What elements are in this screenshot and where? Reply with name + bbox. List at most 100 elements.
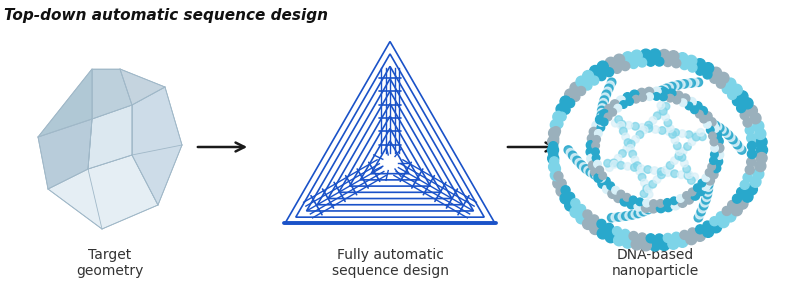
Circle shape [631, 156, 639, 164]
Circle shape [554, 119, 563, 128]
Circle shape [702, 196, 710, 204]
Circle shape [662, 103, 670, 110]
Circle shape [566, 192, 574, 201]
Circle shape [649, 203, 657, 212]
Circle shape [746, 105, 758, 116]
Circle shape [685, 195, 694, 204]
Circle shape [654, 234, 664, 243]
Circle shape [561, 186, 570, 195]
Circle shape [658, 127, 666, 134]
Circle shape [663, 233, 672, 242]
Circle shape [711, 121, 719, 130]
Circle shape [604, 159, 611, 167]
Circle shape [600, 118, 608, 126]
Circle shape [701, 199, 709, 207]
Circle shape [658, 107, 666, 115]
Circle shape [613, 64, 622, 73]
Circle shape [682, 192, 690, 199]
Circle shape [742, 191, 753, 202]
Text: Target
geometry: Target geometry [76, 248, 144, 278]
Circle shape [598, 61, 608, 72]
Circle shape [641, 179, 648, 187]
Circle shape [643, 199, 650, 207]
Circle shape [622, 212, 630, 220]
Circle shape [664, 119, 672, 127]
Circle shape [582, 71, 594, 81]
Circle shape [595, 173, 603, 181]
Circle shape [594, 160, 602, 168]
Circle shape [697, 129, 704, 136]
Circle shape [679, 99, 687, 106]
Circle shape [750, 113, 761, 124]
Circle shape [688, 63, 697, 72]
Circle shape [598, 179, 607, 188]
Circle shape [614, 104, 622, 112]
Circle shape [629, 60, 638, 68]
Circle shape [657, 200, 664, 207]
Circle shape [625, 122, 633, 129]
Circle shape [598, 101, 607, 110]
Circle shape [674, 142, 681, 150]
Circle shape [630, 196, 637, 204]
Circle shape [554, 172, 563, 181]
Circle shape [710, 217, 719, 226]
Circle shape [583, 81, 592, 90]
Circle shape [703, 221, 712, 230]
Circle shape [597, 219, 606, 228]
Circle shape [662, 84, 670, 93]
Circle shape [718, 125, 726, 134]
Circle shape [680, 60, 689, 70]
Circle shape [695, 210, 704, 219]
Circle shape [659, 107, 667, 115]
Circle shape [674, 91, 683, 100]
Circle shape [692, 132, 699, 140]
Circle shape [550, 170, 562, 181]
Circle shape [671, 170, 678, 178]
Circle shape [638, 124, 646, 131]
Circle shape [551, 164, 561, 173]
Circle shape [638, 173, 646, 181]
Circle shape [710, 138, 718, 146]
Circle shape [659, 93, 667, 101]
Circle shape [645, 121, 652, 129]
Circle shape [690, 191, 700, 200]
Polygon shape [120, 69, 165, 105]
Circle shape [634, 162, 641, 169]
Circle shape [550, 134, 558, 143]
Circle shape [601, 93, 610, 101]
Circle shape [755, 128, 766, 140]
Circle shape [549, 149, 558, 158]
Circle shape [693, 102, 702, 111]
Circle shape [694, 214, 702, 222]
Circle shape [731, 205, 742, 216]
Polygon shape [48, 155, 158, 229]
Circle shape [678, 198, 687, 207]
Circle shape [706, 119, 715, 127]
Circle shape [666, 94, 674, 102]
Circle shape [737, 91, 748, 102]
Circle shape [553, 111, 564, 122]
Circle shape [690, 78, 699, 87]
Circle shape [653, 93, 660, 100]
Circle shape [657, 204, 666, 213]
Circle shape [658, 168, 665, 176]
Circle shape [557, 179, 566, 188]
Circle shape [710, 222, 722, 233]
Circle shape [638, 165, 645, 172]
Circle shape [622, 133, 630, 141]
Circle shape [570, 82, 581, 93]
Circle shape [740, 111, 750, 120]
Circle shape [604, 113, 612, 121]
Circle shape [706, 169, 713, 176]
Circle shape [677, 80, 685, 89]
Circle shape [566, 99, 574, 108]
Circle shape [621, 62, 630, 71]
Circle shape [696, 66, 705, 75]
Circle shape [654, 57, 664, 66]
Circle shape [614, 213, 623, 221]
Circle shape [564, 146, 573, 154]
Circle shape [724, 131, 733, 139]
Circle shape [639, 94, 646, 101]
Circle shape [655, 87, 663, 96]
Circle shape [681, 159, 688, 167]
